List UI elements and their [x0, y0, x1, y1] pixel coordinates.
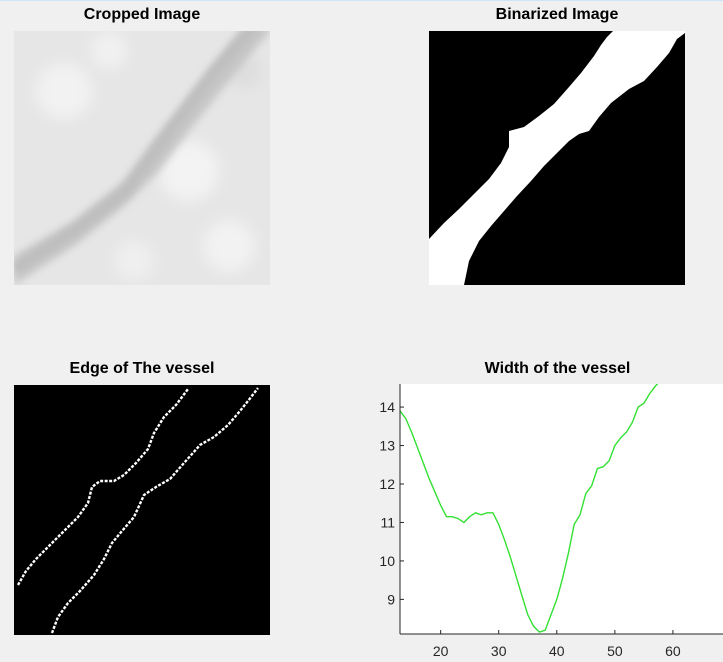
- y-tick-label-14: 14: [379, 399, 395, 415]
- cropped-image-title: Cropped Image: [83, 6, 201, 23]
- binarized-image-title: Binarized Image: [495, 6, 619, 23]
- y-tick-label-10: 10: [379, 553, 395, 569]
- x-tick-label-30: 30: [491, 643, 507, 659]
- x-tick-label-60: 60: [665, 643, 681, 659]
- x-tick-label-20: 20: [433, 643, 449, 659]
- width-chart: 91011121314203040506070: [379, 384, 723, 659]
- binarized-vessel-region: [429, 31, 685, 285]
- x-tick-label-50: 50: [607, 643, 623, 659]
- cropped-background-blobs: [36, 33, 262, 281]
- y-tick-label-11: 11: [380, 514, 395, 530]
- cropped-image-canvas: [14, 31, 270, 285]
- y-tick-label-9: 9: [387, 591, 395, 607]
- edge-title: Edge of The vessel: [69, 360, 215, 377]
- vessel-lower-edge: [50, 387, 259, 634]
- width-chart-plot-area: [400, 384, 723, 634]
- width-chart-title: Width of the vessel: [484, 360, 631, 377]
- edge-canvas: [14, 385, 270, 635]
- cropped-vessel-core: [14, 31, 257, 274]
- x-tick-label-40: 40: [549, 643, 565, 659]
- width-chart-marks: 91011121314203040506070: [379, 384, 723, 659]
- binarized-image-axes: [429, 31, 685, 285]
- binarized-image-canvas: [429, 31, 685, 285]
- y-tick-label-12: 12: [379, 476, 395, 492]
- width-series-line-0: [400, 384, 659, 633]
- window-top-border: [0, 0, 723, 1]
- cropped-image-axes: [14, 31, 270, 285]
- y-tick-label-13: 13: [379, 438, 395, 454]
- cropped-vessel-shape: [14, 31, 270, 285]
- edge-axes: [14, 385, 270, 635]
